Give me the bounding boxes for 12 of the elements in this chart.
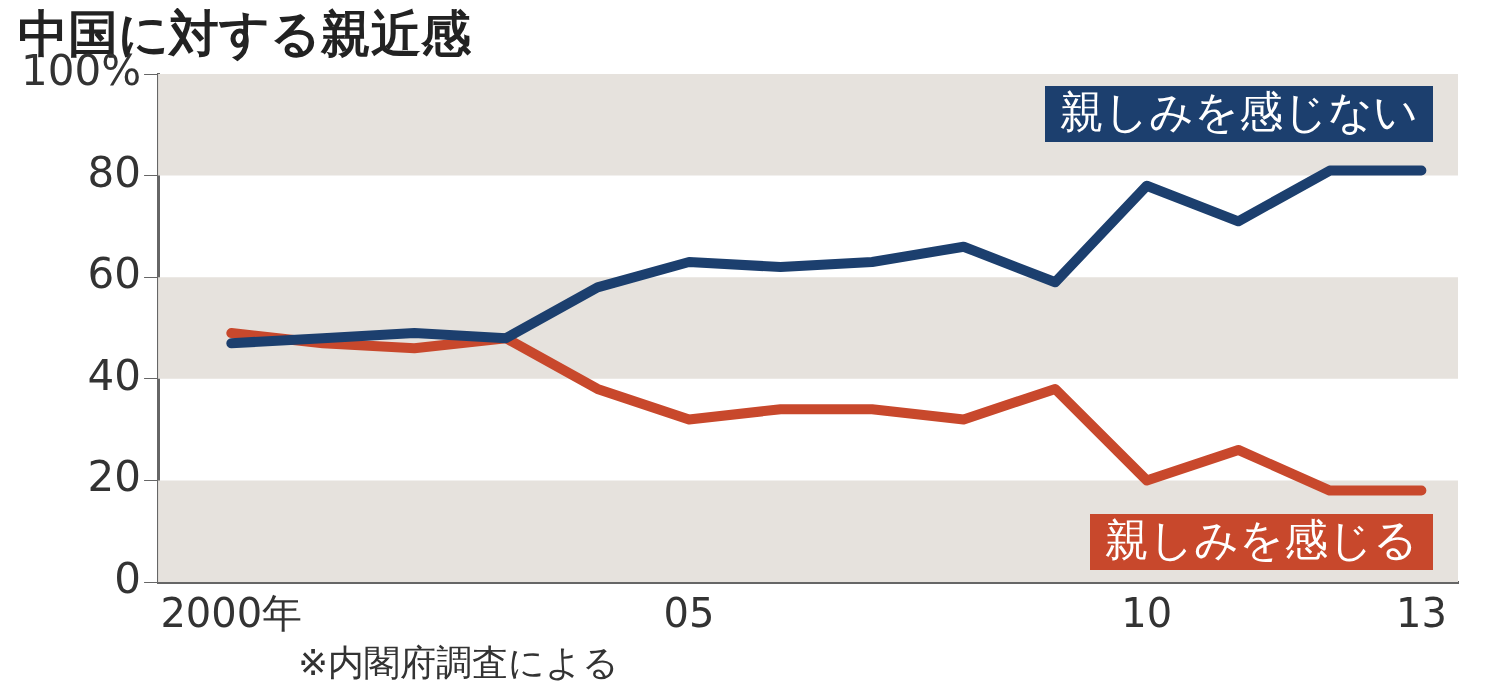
text: ※内閣府調査による (298, 642, 620, 684)
x-tick-label: 2000年 (160, 590, 303, 637)
series-label: 親しみを感じる (1105, 514, 1418, 566)
y-tick-label: 60 (87, 249, 142, 299)
x-tick-label: 05 (663, 590, 715, 637)
series-label: 親しみを感じない (1060, 86, 1418, 138)
y-tick-label: 0 (114, 553, 142, 603)
y-tick-label: 40 (87, 350, 142, 400)
y-tick-label: 80 (87, 147, 142, 197)
x-tick-label: 13 (1395, 590, 1447, 637)
y-tick-label: 20 (87, 452, 142, 502)
x-tick-label: 10 (1121, 590, 1173, 637)
